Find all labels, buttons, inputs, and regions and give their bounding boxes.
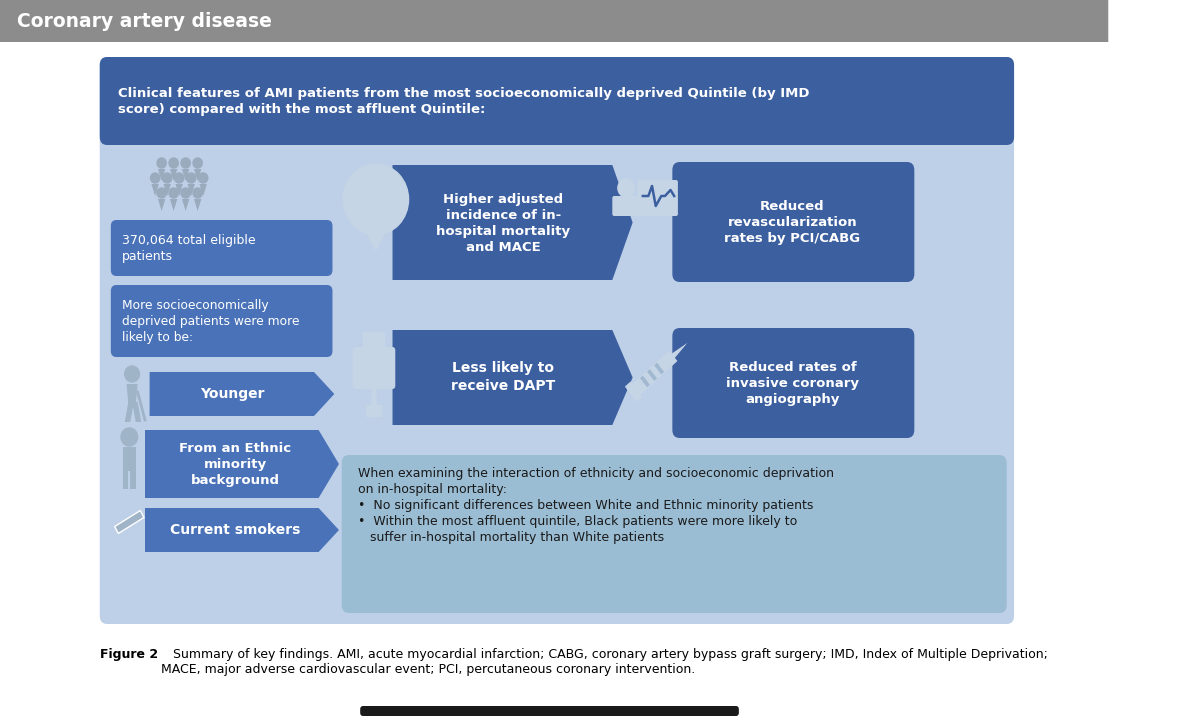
- Text: Current smokers: Current smokers: [170, 523, 301, 537]
- Polygon shape: [625, 382, 642, 402]
- Polygon shape: [626, 351, 678, 400]
- Circle shape: [125, 366, 139, 382]
- FancyBboxPatch shape: [637, 180, 678, 216]
- Polygon shape: [187, 184, 194, 196]
- Circle shape: [157, 188, 167, 198]
- Polygon shape: [150, 372, 335, 416]
- Circle shape: [193, 158, 203, 168]
- FancyBboxPatch shape: [362, 332, 385, 354]
- Text: Clinical features of AMI patients from the most socioeconomically deprived Quint: Clinical features of AMI patients from t…: [119, 86, 810, 115]
- Polygon shape: [182, 199, 190, 211]
- Circle shape: [162, 173, 172, 183]
- Text: Reduced
revascularization
rates by PCI/CABG: Reduced revascularization rates by PCI/C…: [725, 199, 860, 245]
- FancyBboxPatch shape: [366, 405, 383, 417]
- FancyBboxPatch shape: [0, 0, 1109, 42]
- Polygon shape: [640, 376, 650, 387]
- Polygon shape: [132, 402, 142, 422]
- Text: From an Ethnic
minority
background: From an Ethnic minority background: [180, 441, 292, 487]
- FancyBboxPatch shape: [100, 57, 1014, 624]
- Circle shape: [343, 164, 408, 235]
- Polygon shape: [182, 169, 190, 181]
- Polygon shape: [126, 384, 138, 404]
- FancyBboxPatch shape: [342, 455, 1007, 613]
- Polygon shape: [670, 343, 688, 359]
- FancyBboxPatch shape: [110, 285, 332, 357]
- Circle shape: [198, 173, 208, 183]
- Polygon shape: [158, 199, 166, 211]
- Circle shape: [174, 173, 184, 183]
- Polygon shape: [654, 363, 664, 374]
- Circle shape: [186, 173, 196, 183]
- Polygon shape: [349, 199, 402, 251]
- Text: Less likely to
receive DAPT: Less likely to receive DAPT: [451, 361, 556, 392]
- Text: Figure 2: Figure 2: [100, 648, 158, 661]
- FancyBboxPatch shape: [100, 57, 1014, 145]
- Polygon shape: [194, 169, 202, 181]
- FancyBboxPatch shape: [110, 220, 332, 276]
- Text: Reduced rates of
invasive coronary
angiography: Reduced rates of invasive coronary angio…: [726, 361, 859, 405]
- Polygon shape: [145, 430, 338, 498]
- Circle shape: [169, 188, 179, 198]
- Polygon shape: [392, 165, 632, 280]
- Circle shape: [193, 188, 203, 198]
- Polygon shape: [151, 184, 158, 196]
- FancyBboxPatch shape: [353, 347, 395, 389]
- Text: Younger: Younger: [200, 387, 265, 401]
- Text: 370,064 total eligible
patients: 370,064 total eligible patients: [122, 233, 256, 263]
- Circle shape: [618, 179, 635, 197]
- FancyBboxPatch shape: [360, 706, 739, 716]
- Polygon shape: [175, 184, 182, 196]
- Polygon shape: [647, 369, 658, 381]
- Circle shape: [157, 158, 167, 168]
- Polygon shape: [392, 330, 632, 425]
- Circle shape: [181, 158, 191, 168]
- FancyBboxPatch shape: [612, 196, 643, 216]
- Circle shape: [121, 428, 138, 446]
- FancyBboxPatch shape: [672, 328, 914, 438]
- Polygon shape: [115, 510, 144, 534]
- Text: Coronary artery disease: Coronary artery disease: [17, 12, 271, 30]
- Text: When examining the interaction of ethnicity and socioeconomic deprivation
on in-: When examining the interaction of ethnic…: [359, 467, 834, 544]
- Polygon shape: [125, 402, 134, 422]
- Polygon shape: [122, 469, 128, 489]
- Polygon shape: [131, 469, 136, 489]
- Polygon shape: [194, 199, 202, 211]
- Polygon shape: [163, 184, 170, 196]
- Polygon shape: [145, 508, 338, 552]
- Circle shape: [150, 173, 160, 183]
- Text: Summary of key findings. AMI, acute myocardial infarction; CABG, coronary artery: Summary of key findings. AMI, acute myoc…: [161, 648, 1048, 676]
- Circle shape: [181, 188, 191, 198]
- Text: More socioeconomically
deprived patients were more
likely to be:: More socioeconomically deprived patients…: [122, 299, 300, 343]
- Circle shape: [169, 158, 179, 168]
- Polygon shape: [170, 199, 178, 211]
- Polygon shape: [199, 184, 206, 196]
- Text: Higher adjusted
incidence of in-
hospital mortality
and MACE: Higher adjusted incidence of in- hospita…: [437, 192, 570, 253]
- Polygon shape: [158, 169, 166, 181]
- Polygon shape: [122, 447, 136, 471]
- FancyBboxPatch shape: [672, 162, 914, 282]
- Polygon shape: [170, 169, 178, 181]
